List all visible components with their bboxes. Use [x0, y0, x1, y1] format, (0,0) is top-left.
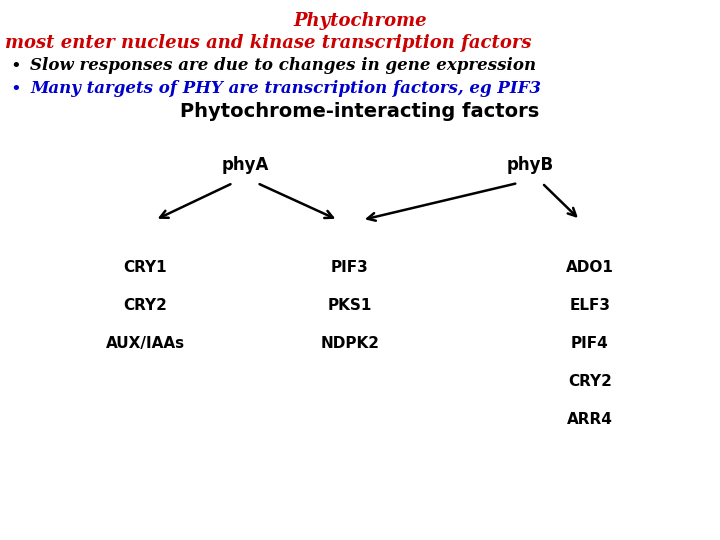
- Text: CRY2: CRY2: [123, 298, 167, 313]
- Text: Many targets of PHY are transcription factors, eg PIF3: Many targets of PHY are transcription fa…: [30, 80, 541, 97]
- Text: •: •: [10, 80, 21, 98]
- Text: CRY1: CRY1: [123, 260, 167, 275]
- Text: Phytochrome: Phytochrome: [293, 12, 427, 30]
- Text: ARR4: ARR4: [567, 412, 613, 427]
- Text: AUX/IAAs: AUX/IAAs: [105, 336, 184, 351]
- Text: Phytochrome-interacting factors: Phytochrome-interacting factors: [181, 102, 539, 121]
- Text: ADO1: ADO1: [566, 260, 614, 275]
- Text: phyB: phyB: [506, 156, 554, 174]
- Text: NDPK2: NDPK2: [320, 336, 379, 351]
- Text: PIF3: PIF3: [331, 260, 369, 275]
- Text: ELF3: ELF3: [570, 298, 611, 313]
- Text: Slow responses are due to changes in gene expression: Slow responses are due to changes in gen…: [30, 57, 536, 74]
- Text: CRY2: CRY2: [568, 374, 612, 389]
- Text: phyA: phyA: [221, 156, 269, 174]
- Text: PIF4: PIF4: [571, 336, 609, 351]
- Text: PKS1: PKS1: [328, 298, 372, 313]
- Text: •: •: [10, 57, 21, 75]
- Text: most enter nucleus and kinase transcription factors: most enter nucleus and kinase transcript…: [5, 34, 531, 52]
